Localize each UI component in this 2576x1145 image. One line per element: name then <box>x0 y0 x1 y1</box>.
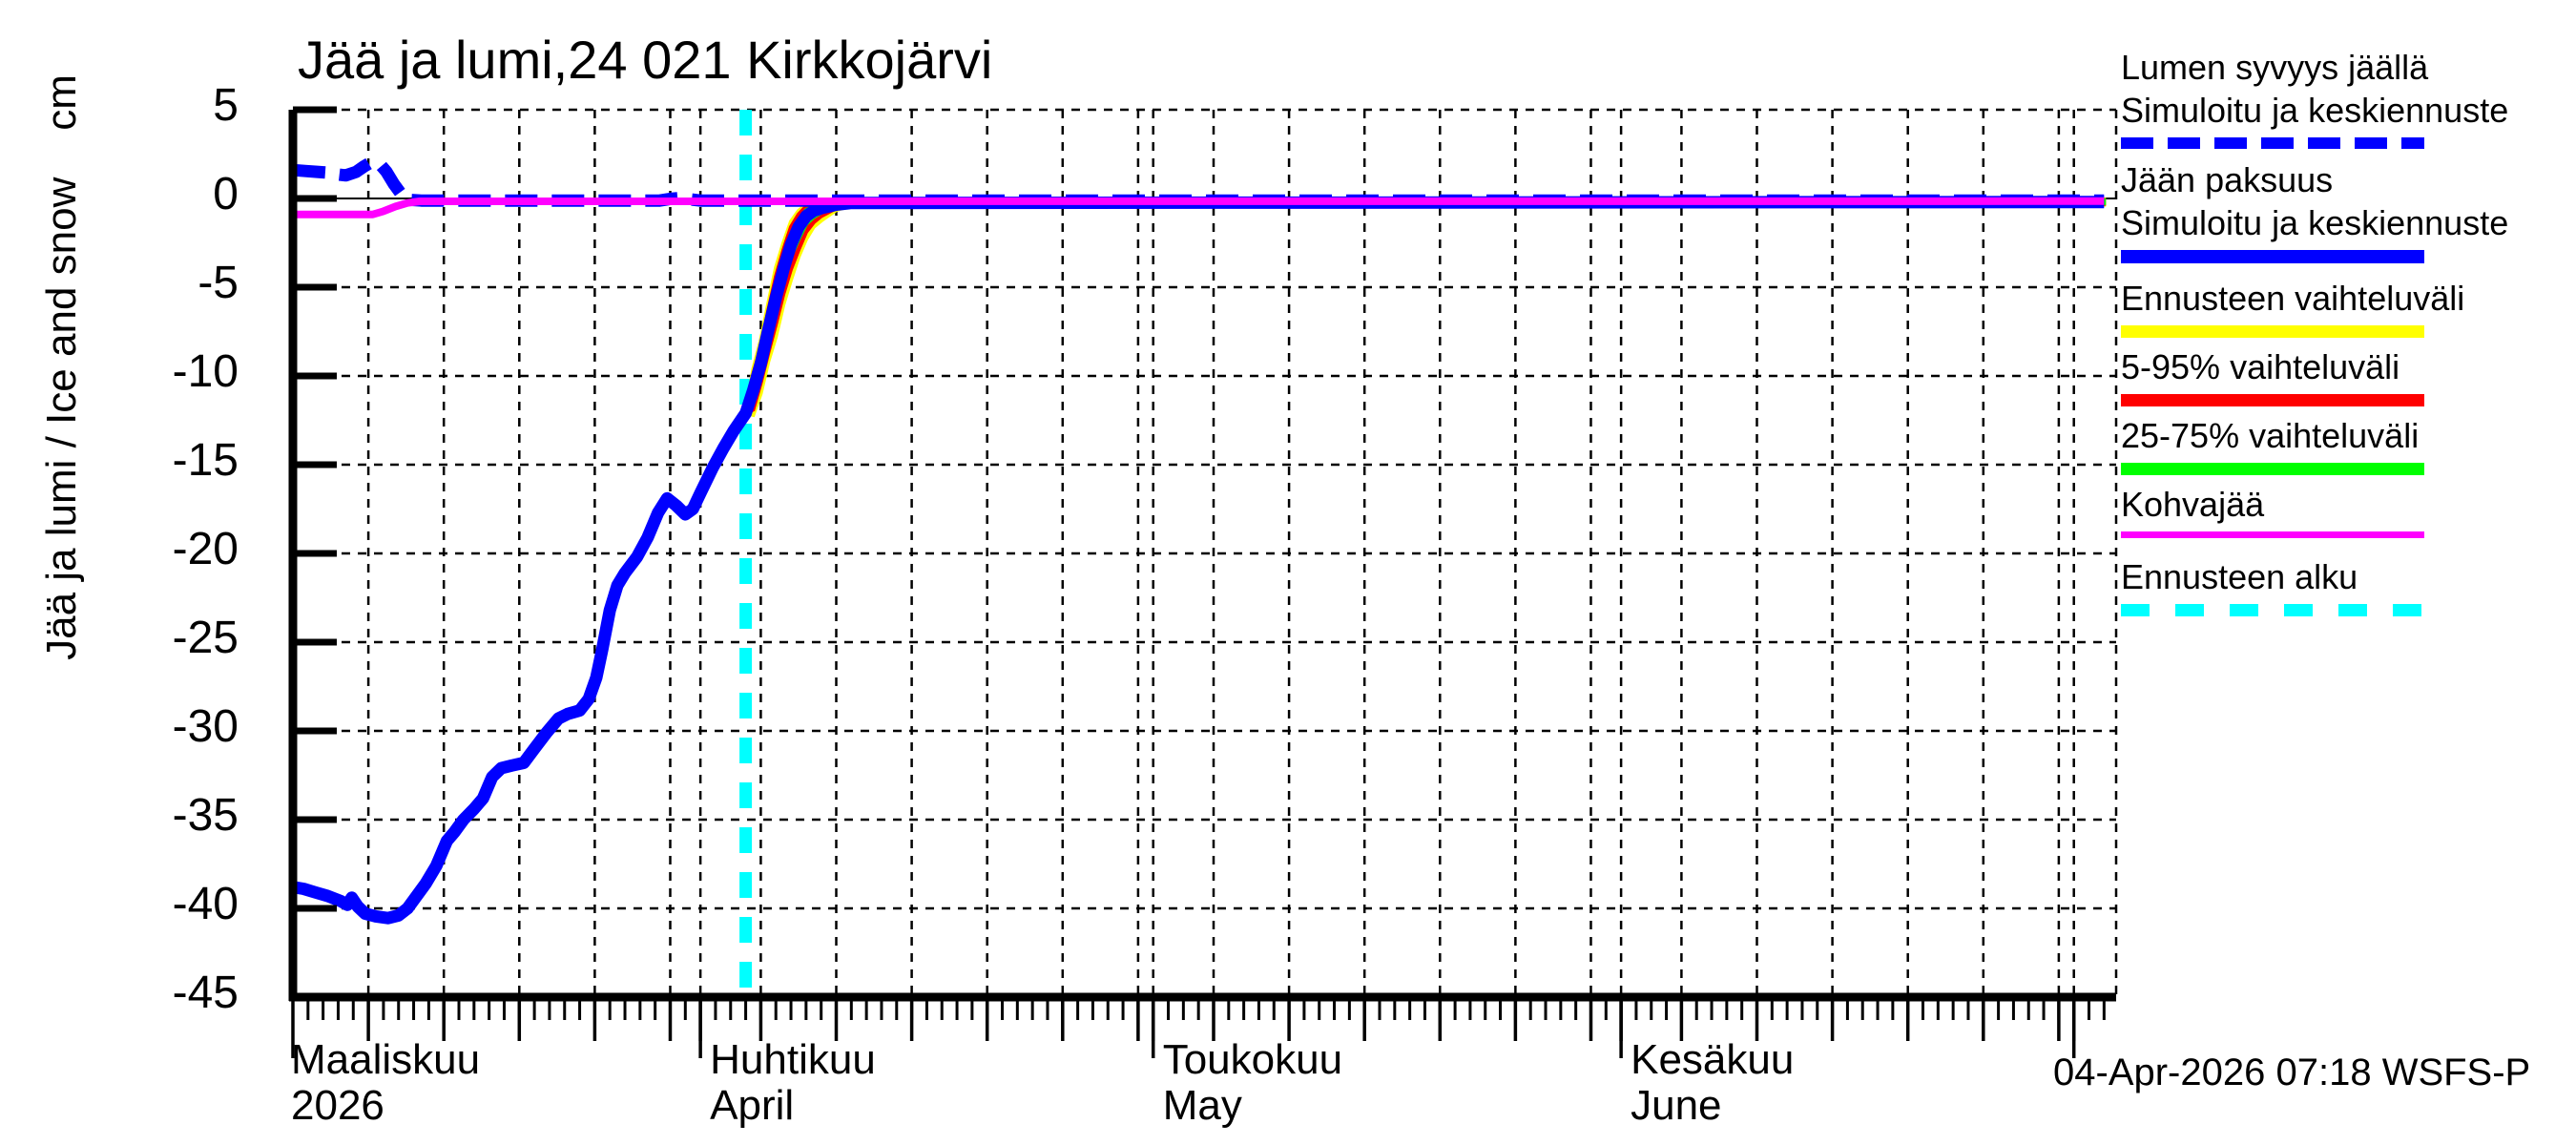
chart-title: Jää ja lumi,24 021 Kirkkojärvi <box>298 30 993 90</box>
legend-sample-line <box>2121 531 2424 538</box>
x-month-label: Toukokuu <box>1162 1036 1343 1083</box>
y-tick-label: -45 <box>172 968 239 1018</box>
band-full-range <box>743 197 2107 418</box>
x-month-sublabel: April <box>710 1082 795 1129</box>
x-month-label: Huhtikuu <box>710 1036 876 1083</box>
x-month-sublabel: May <box>1162 1082 1242 1129</box>
band-25-75 <box>743 198 2107 415</box>
legend-label: Kohvajää <box>2121 485 2265 524</box>
x-month-sublabel: 2026 <box>291 1082 384 1129</box>
legend-entry: Kohvajää <box>2121 483 2569 538</box>
y-tick-label: -25 <box>172 613 239 663</box>
y-tick-label: -40 <box>172 879 239 929</box>
y-tick-label: -15 <box>172 435 239 486</box>
y-tick-label: -10 <box>172 346 239 397</box>
legend-label: 25-75% vaihteluväli <box>2121 416 2420 455</box>
legend-label: Jään paksuus <box>2121 160 2334 199</box>
legend-label: Simuloitu ja keskiennuste <box>2121 91 2509 130</box>
legend-label: Simuloitu ja keskiennuste <box>2121 203 2509 242</box>
timestamp-watermark: 04-Apr-2026 07:18 WSFS-P <box>2053 1051 2531 1093</box>
y-tick-label: 0 <box>213 169 239 219</box>
legend-entry: 25-75% vaihteluväli <box>2121 414 2569 475</box>
legend-sample-line <box>2121 604 2424 616</box>
x-month-label: Maaliskuu <box>291 1036 481 1083</box>
legend-sample-line <box>2121 394 2424 406</box>
legend-entry: Ennusteen alku <box>2121 555 2569 616</box>
y-tick-label: -30 <box>172 701 239 752</box>
y-tick-label: -5 <box>197 258 239 308</box>
legend-entry: Ennusteen vaihteluväli <box>2121 277 2569 338</box>
legend-sample-line <box>2121 325 2424 338</box>
legend-label: 5-95% vaihteluväli <box>2121 347 2400 386</box>
y-tick-label: -20 <box>172 524 239 574</box>
band-5-95 <box>742 198 2107 417</box>
legend-entry: Lumen syvyys jäällä Simuloitu ja keskienn… <box>2121 46 2569 149</box>
legend-label: Ennusteen vaihteluväli <box>2121 279 2465 318</box>
x-month-label: Kesäkuu <box>1631 1036 1795 1083</box>
legend-sample-line <box>2121 250 2424 263</box>
x-month-sublabel: June <box>1631 1082 1722 1129</box>
ice-thickness-line <box>291 196 2105 925</box>
legend-sample-line <box>2121 137 2424 149</box>
legend-label: Ennusteen alku <box>2121 557 2358 596</box>
kohvajaa-line <box>293 197 2105 219</box>
legend-entry: Jään paksuus Simuloitu ja keskiennuste <box>2121 158 2569 263</box>
legend-sample-line <box>2121 463 2424 475</box>
y-tick-label: 5 <box>213 80 239 131</box>
y-tick-label: -35 <box>172 790 239 841</box>
legend-entry: 5-95% vaihteluväli <box>2121 345 2569 406</box>
legend-label: Lumen syvyys jäällä <box>2121 48 2429 87</box>
